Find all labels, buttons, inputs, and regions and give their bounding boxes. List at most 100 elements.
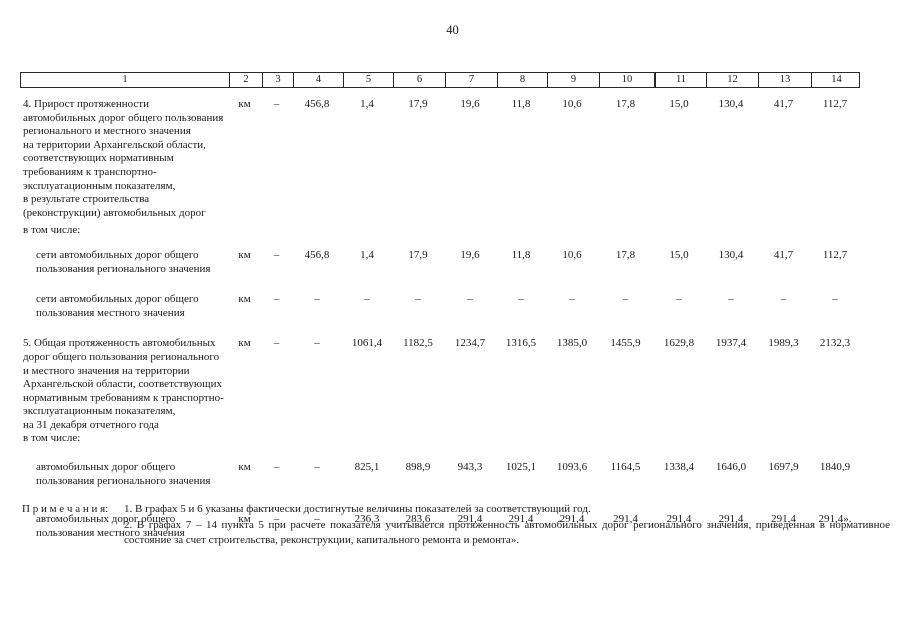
cell-value: 130,4: [718, 98, 744, 110]
cell-value: –: [273, 513, 280, 526]
row-label-line: дорог общего пользования регионального: [23, 350, 220, 363]
cell-value: 1840,9: [819, 461, 851, 474]
cell-value: –: [622, 293, 629, 306]
cell-value: 456,8: [304, 98, 330, 110]
row-label-line: пользования местного значения: [36, 306, 185, 319]
cell-value: –: [780, 293, 787, 306]
cell-value: 1025,1: [505, 461, 537, 474]
cell-value: 19,6: [460, 248, 480, 261]
row-label: 5. Общая протяженность автомобильных доро…: [20, 337, 228, 446]
cell-value: 41,7: [773, 248, 794, 261]
cell-value: –: [273, 248, 280, 261]
cell-value: 19,6: [460, 98, 480, 110]
column-number: 8: [497, 73, 547, 87]
column-number: 9: [547, 73, 599, 87]
cell-value: 130,4: [718, 248, 744, 261]
page-number: 40: [446, 23, 459, 37]
cell-value: 1338,4: [663, 461, 695, 474]
cell-value: 825,1: [354, 461, 380, 474]
row-label-line: сети автомобильных дорог общего: [36, 248, 199, 261]
row-label-line: сети автомобильных дорог общего: [36, 293, 199, 306]
cell-value: 898,9: [405, 461, 431, 474]
row-label: сети автомобильных дорог общего пользован…: [20, 293, 228, 320]
note-item: 2. В графах 7 – 14 пункта 5 при расчете …: [124, 518, 890, 547]
cell-value: 1164,5: [610, 461, 641, 474]
cell-value: 1646,0: [715, 461, 747, 474]
column-number: 11: [654, 73, 706, 87]
cell-value: 17,8: [615, 98, 636, 110]
cell-unit: км: [238, 461, 251, 474]
row-label: в том числе:: [20, 224, 228, 238]
row-label: автомобильных дорог общего пользования ре…: [20, 461, 228, 488]
column-number: 13: [758, 73, 811, 87]
row-label-line: автомобильных дорог общего пользования: [23, 111, 224, 124]
cell-value: 291,4: [718, 513, 744, 526]
cell-value: 291,4: [457, 513, 483, 526]
notes-section: П р и м е ч а н и я: 1. В графах 5 и 6 у…: [22, 502, 890, 549]
cell-value: 10,6: [562, 248, 582, 261]
cell-value: 11,8: [511, 248, 531, 261]
cell-value: 291,4: [771, 513, 796, 526]
cell-value: 236,3: [354, 513, 380, 526]
notes-label: П р и м е ч а н и я:: [22, 503, 109, 515]
row-label-line: (реконструкции) автомобильных дорог: [23, 206, 206, 219]
cell-value: 1316,5: [505, 337, 537, 350]
cell-unit: км: [238, 98, 251, 110]
cell-value: 15,0: [669, 98, 689, 110]
cell-value: –: [314, 461, 320, 474]
row-label-line: автомобильных дорог общего: [36, 461, 176, 474]
row-label: 4. Прирост протяженности автомобильных до…: [20, 98, 228, 220]
cell-value: 17,9: [408, 98, 428, 110]
cell-value: 283,6: [405, 513, 431, 526]
row-label-line: пользования местного значения: [36, 526, 185, 539]
cell-value: 1234,7: [454, 337, 486, 350]
cell-unit: км: [238, 513, 251, 526]
row-label-line: на 31 декабря отчетного года: [23, 418, 159, 431]
cell-value: 15,0: [669, 248, 689, 261]
cell-value: 291,4: [559, 513, 585, 526]
cell-value: –: [273, 98, 280, 110]
row-label-line: пользования регионального значения: [36, 474, 211, 487]
column-number: 7: [445, 73, 497, 87]
row-label-line: на территории Архангельской области,: [23, 138, 206, 151]
table-row: автомобильных дорог общего пользования ре…: [20, 461, 860, 488]
notes-body: 1. В графах 5 и 6 указаны фактически дос…: [124, 502, 890, 549]
row-label-line: соответствующих нормативным: [23, 152, 174, 165]
cell-value: 2132,3: [819, 337, 851, 350]
column-number: 3: [262, 73, 293, 87]
cell-value: 1,4: [360, 98, 374, 110]
column-number: 14: [811, 73, 861, 87]
cell-value: 1455,9: [610, 337, 641, 350]
cell-unit: км: [238, 248, 251, 261]
column-number: 12: [706, 73, 758, 87]
cell-value: –: [364, 293, 370, 306]
row-label-line: нормативным требованиям к транспортно-: [23, 391, 224, 404]
cell-value: –: [518, 293, 524, 306]
row-label-line: 4. Прирост протяженности: [23, 98, 149, 110]
note-item: 1. В графах 5 и 6 указаны фактически дос…: [124, 503, 591, 515]
row-label-line: требованиям к транспортно-: [23, 165, 157, 178]
cell-value: –: [832, 293, 838, 306]
cell-value: 112,7: [822, 248, 848, 261]
column-number: 1: [122, 74, 128, 85]
cell-value: 291,4: [613, 513, 638, 526]
row-label-line: и местного значения на территории: [23, 364, 190, 377]
table-row: сети автомобильных дорог общего пользован…: [20, 249, 860, 276]
cell-value: –: [314, 513, 320, 526]
cell-value: –: [273, 337, 280, 350]
table-row: автомобильных дорог общего пользования ме…: [20, 513, 860, 540]
cell-value: 1,4: [360, 248, 374, 261]
cell-value: 291,4».: [818, 513, 852, 526]
cell-value: 1989,3: [768, 337, 799, 350]
table-row: 4. Прирост протяженности автомобильных до…: [20, 98, 860, 220]
cell-value: 456,8: [304, 248, 330, 261]
indicators-table: 1 2 3 4 5 6 7 8 9 10 11 12 13 14 4. Прирост протяженн…: [20, 72, 860, 540]
row-label-line: в том числе:: [23, 432, 81, 445]
cell-value: 1937,4: [715, 337, 747, 350]
cell-value: –: [728, 293, 734, 306]
cell-value: 291,4: [508, 513, 534, 526]
table-row: в том числе:: [20, 224, 860, 238]
cell-value: 1385,0: [556, 337, 588, 350]
table-header-row: 1 2 3 4 5 6 7 8 9 10 11 12 13 14: [20, 72, 860, 88]
row-label-line: в результате строительства: [23, 193, 150, 206]
